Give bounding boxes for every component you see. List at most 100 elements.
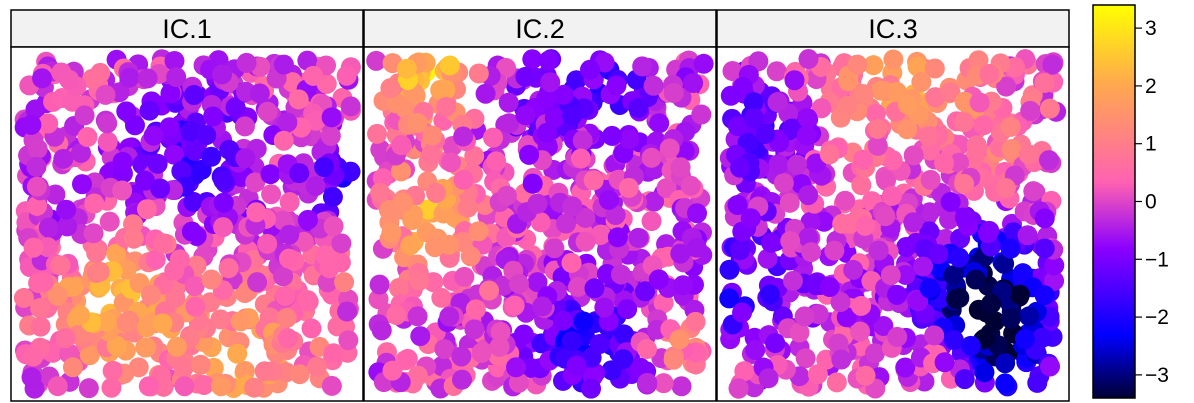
scatter-point	[386, 304, 407, 325]
scatter-point	[943, 265, 964, 286]
points-ic2	[366, 49, 714, 399]
scatter-point	[670, 243, 691, 264]
scatter-point	[573, 311, 594, 332]
scatter-point	[536, 88, 557, 109]
scatter-point	[943, 330, 964, 351]
scatter-point	[979, 220, 1000, 241]
colorbar-tick-label: 3	[1145, 17, 1157, 40]
scatter-point	[605, 204, 626, 225]
scatter-point	[371, 320, 392, 341]
scatter-point	[234, 116, 255, 137]
scatter-point	[475, 83, 496, 104]
scatter-point	[641, 147, 662, 168]
scatter-point	[297, 50, 318, 71]
scatter-point	[798, 49, 819, 70]
scatter-point	[940, 82, 961, 103]
scatter-point	[596, 263, 617, 284]
scatter-point	[628, 227, 649, 248]
scatter-point	[431, 287, 452, 308]
scatter-point	[152, 233, 173, 254]
scatter-point	[315, 245, 336, 266]
scatter-point	[213, 170, 234, 191]
scatter-point	[687, 203, 708, 224]
scatter-point	[996, 76, 1017, 97]
scatter-point	[851, 295, 872, 316]
scatter-point	[835, 190, 856, 211]
scatter-point	[973, 115, 994, 136]
scatter-point	[499, 113, 520, 134]
scatter-point	[766, 61, 787, 82]
scatter-point	[954, 91, 975, 112]
scatter-point	[1044, 270, 1065, 291]
scatter-point	[193, 374, 214, 395]
points-ic3	[719, 49, 1067, 399]
scatter-point	[758, 368, 779, 389]
scatter-point	[743, 108, 764, 129]
scatter-point	[918, 126, 939, 147]
scatter-point	[261, 184, 282, 205]
scatter-point	[246, 202, 267, 223]
scatter-point	[995, 373, 1016, 394]
scatter-point	[464, 146, 485, 167]
scatter-point	[924, 58, 945, 79]
scatter-point	[897, 94, 918, 115]
scatter-point	[530, 212, 551, 233]
scatter-point	[305, 176, 326, 197]
scatter-point	[393, 192, 414, 213]
scatter-point	[30, 298, 51, 319]
scatter-point	[468, 221, 489, 242]
scatter-point	[1014, 329, 1035, 350]
scatter-point	[1020, 100, 1041, 121]
scatter-point	[855, 215, 876, 236]
scatter-point	[811, 98, 832, 119]
scatter-point	[789, 322, 810, 343]
scatter-point	[498, 92, 519, 113]
scatter-point	[336, 301, 357, 322]
scatter-point	[26, 195, 47, 216]
scatter-point	[782, 270, 803, 291]
scatter-point	[38, 113, 59, 134]
scatter-point	[273, 54, 294, 75]
scatter-point	[278, 248, 299, 269]
scatter-point	[1039, 98, 1060, 119]
scatter-point	[453, 169, 474, 190]
scatter-point	[561, 331, 582, 352]
scatter-point	[33, 272, 54, 293]
scatter-point	[56, 199, 77, 220]
scatter-point	[779, 192, 800, 213]
scatter-point	[1040, 356, 1061, 377]
scatter-point	[96, 311, 117, 332]
scatter-point	[653, 292, 674, 313]
scatter-point	[513, 324, 534, 345]
scatter-point	[1042, 54, 1063, 75]
scatter-point	[185, 296, 206, 317]
scatter-point	[410, 326, 431, 347]
scatter-point	[483, 127, 504, 148]
scatter-point	[370, 182, 391, 203]
scatter-point	[321, 375, 342, 396]
scatter-point	[648, 269, 669, 290]
scatter-point	[819, 144, 840, 165]
scatter-point	[606, 75, 627, 96]
scatter-point	[570, 148, 591, 169]
scatter-point	[613, 324, 634, 345]
scatter-point	[62, 91, 83, 112]
scatter-point	[166, 336, 187, 357]
scatter-point	[453, 126, 474, 147]
scatter-point	[1018, 144, 1039, 165]
scatter-point	[515, 66, 536, 87]
scatter-point	[464, 319, 485, 340]
scatter-point	[619, 129, 640, 150]
scatter-point	[289, 163, 310, 184]
scatter-point	[832, 213, 853, 234]
scatter-point	[506, 357, 527, 378]
scatter-point	[210, 309, 231, 330]
scatter-point	[37, 237, 58, 258]
scatter-point	[396, 58, 417, 79]
strip-ic2	[363, 9, 717, 48]
scatter-point	[826, 372, 847, 393]
scatter-point	[38, 217, 59, 238]
scatter-point	[496, 57, 517, 78]
scatter-point	[755, 123, 776, 144]
scatter-point	[730, 157, 751, 178]
